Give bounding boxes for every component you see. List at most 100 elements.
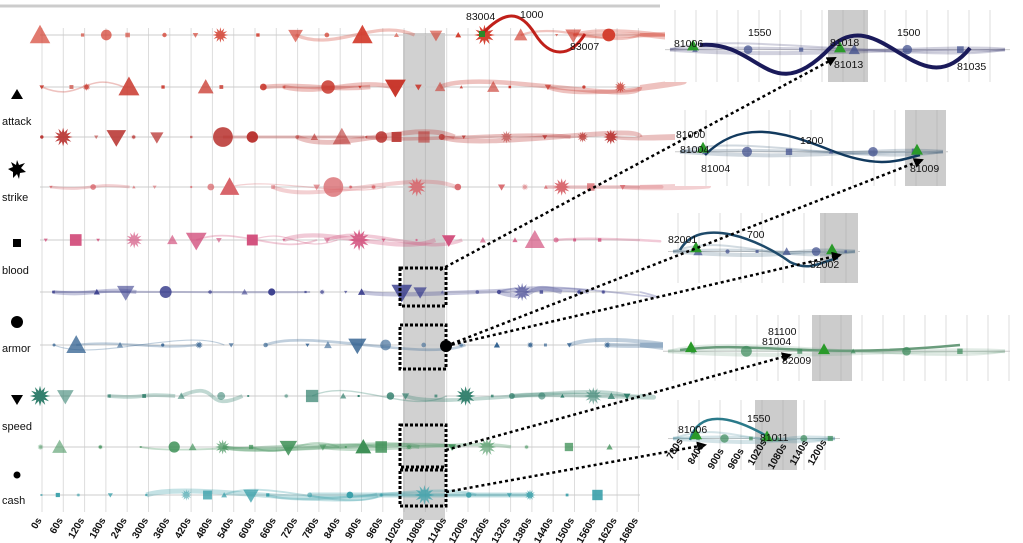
glyph — [90, 184, 97, 190]
row — [40, 485, 640, 505]
glyph — [340, 392, 347, 399]
inset-label: 1550 — [748, 27, 772, 39]
glyph — [217, 392, 226, 400]
glyph — [161, 85, 165, 89]
time-tick-label: 1620s — [596, 516, 620, 543]
glyph — [247, 395, 250, 397]
glyph — [459, 85, 464, 89]
inset-label: 700 — [747, 229, 765, 241]
glyph — [606, 443, 613, 450]
time-tick-label: 540s — [216, 516, 237, 541]
glyph — [323, 177, 344, 197]
glyph — [305, 389, 319, 403]
glyph — [538, 392, 546, 400]
grid — [41, 28, 639, 512]
glyph — [207, 183, 215, 191]
glyph — [94, 135, 99, 140]
inset-label: 81004 — [762, 336, 791, 348]
glyph — [97, 444, 103, 450]
glyph — [512, 237, 518, 243]
legend-glyph — [13, 471, 21, 479]
flow — [361, 287, 590, 297]
glyph — [259, 83, 267, 91]
glyph — [827, 435, 833, 442]
glyph — [487, 80, 500, 92]
glyph — [332, 127, 352, 145]
flow — [573, 31, 676, 39]
flow — [267, 489, 477, 501]
inset-label: 81004 — [701, 163, 730, 175]
glyph — [52, 343, 56, 347]
selection-boxes — [398, 266, 448, 508]
flow — [511, 392, 656, 400]
glyph — [407, 177, 427, 197]
glyph — [364, 135, 368, 139]
flow — [547, 79, 687, 95]
flow — [222, 442, 458, 452]
glyph — [543, 343, 547, 347]
glyph — [197, 79, 214, 94]
inset-label: 82001 — [668, 234, 697, 246]
glyph — [458, 342, 464, 348]
glyph — [508, 393, 515, 399]
legend-label: attack — [2, 116, 32, 128]
glyph — [521, 183, 529, 191]
glyph — [52, 290, 55, 294]
glyph — [573, 238, 577, 242]
glyph — [582, 85, 586, 89]
trace — [678, 231, 839, 268]
inset-label: 81100 — [768, 326, 797, 338]
glyph — [957, 46, 964, 53]
flow — [272, 179, 457, 195]
flow — [669, 46, 1006, 53]
glyph — [414, 84, 422, 91]
glyph — [100, 29, 112, 41]
time-tick-label: 240s — [109, 516, 130, 541]
glyph — [774, 435, 781, 442]
time-tick-label: 1260s — [468, 516, 492, 543]
rows — [29, 14, 711, 505]
glyph — [324, 341, 332, 349]
row — [40, 127, 710, 147]
glyph — [477, 437, 497, 457]
legend-glyph — [11, 395, 23, 405]
glyph — [785, 148, 793, 155]
glyph — [216, 238, 222, 243]
glyph — [185, 232, 207, 251]
glyph — [542, 135, 548, 140]
glyph — [40, 494, 43, 496]
inset — [675, 110, 948, 186]
inset-label: 81000 — [676, 129, 705, 141]
glyph — [527, 341, 534, 349]
inset-band — [812, 315, 852, 381]
inset-label: 82002 — [810, 259, 839, 271]
time-tick-label: 600s — [237, 516, 258, 541]
glyph — [190, 135, 193, 139]
glyph — [348, 229, 370, 251]
legend-glyph — [13, 239, 21, 247]
flow — [50, 184, 130, 190]
glyph — [319, 444, 327, 451]
glyph — [434, 81, 446, 92]
flow — [223, 488, 384, 502]
legend — [8, 89, 26, 479]
glyph — [687, 39, 699, 51]
glyph — [162, 32, 167, 38]
glyph — [357, 288, 366, 295]
glyph — [475, 290, 480, 294]
glyph — [601, 289, 606, 295]
flow — [180, 388, 244, 404]
glyph — [415, 238, 419, 242]
glyph — [221, 492, 228, 498]
glyph — [379, 492, 384, 498]
selection-box — [398, 266, 448, 308]
glyph — [811, 247, 821, 256]
glyph — [271, 185, 275, 189]
glyph — [720, 434, 729, 443]
glyph — [268, 288, 276, 296]
glyph — [761, 430, 773, 442]
glyph — [132, 185, 136, 189]
legend-label: speed — [2, 421, 32, 433]
glyph — [266, 493, 270, 497]
glyph — [592, 489, 603, 501]
